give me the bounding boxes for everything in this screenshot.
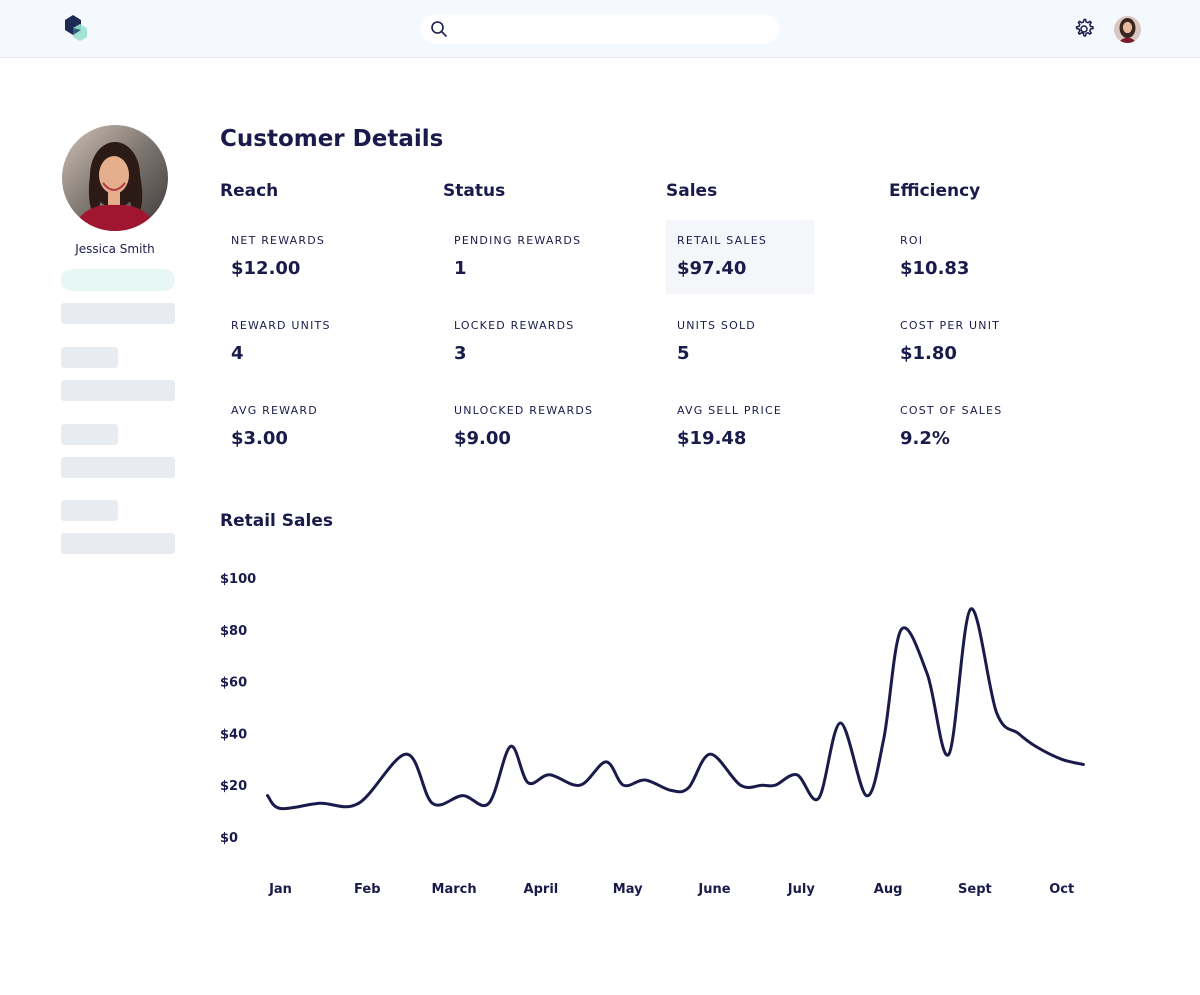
metric-label: UNLOCKED REWARDS <box>454 404 594 417</box>
skeleton-bar <box>61 424 118 445</box>
metric-label: COST OF SALES <box>900 404 1003 417</box>
metric-value: $10.83 <box>900 258 970 279</box>
y-tick-label: $100 <box>220 572 256 587</box>
column-heading-status: Status <box>443 181 506 201</box>
metric-label: REWARD UNITS <box>231 319 331 332</box>
cube-logo-icon[interactable] <box>62 15 88 43</box>
metric-value: 4 <box>231 343 244 364</box>
column-heading-efficiency: Efficiency <box>889 181 981 201</box>
metric-value: 5 <box>677 343 690 364</box>
y-tick-label: $60 <box>220 676 247 691</box>
metric-label: AVG SELL PRICE <box>677 404 783 417</box>
metric-value: 3 <box>454 343 467 364</box>
metric-label: COST PER UNIT <box>900 319 1001 332</box>
x-tick-label: Jan <box>268 882 292 897</box>
y-tick-label: $0 <box>220 831 238 846</box>
metric-label: UNITS SOLD <box>677 319 756 332</box>
metric-units-sold: UNITS SOLD 5 <box>666 305 814 379</box>
y-tick-label: $20 <box>220 779 247 794</box>
metric-value: $9.00 <box>454 428 511 449</box>
skeleton-bar <box>61 269 175 291</box>
x-tick-label: July <box>787 882 816 897</box>
metric-label: NET REWARDS <box>231 234 326 247</box>
profile-name: Jessica Smith <box>75 242 155 256</box>
metric-roi: ROI $10.83 <box>889 220 1037 294</box>
search-bar[interactable] <box>421 14 779 44</box>
column-heading-sales: Sales <box>666 181 718 201</box>
skeleton-bar <box>61 380 175 401</box>
metric-label: RETAIL SALES <box>677 234 768 247</box>
metric-value: 1 <box>454 258 467 279</box>
y-tick-label: $40 <box>220 727 247 742</box>
skeleton-bar <box>61 303 175 324</box>
metric-value: $1.80 <box>900 343 957 364</box>
metric-pending-rewards: PENDING REWARDS 1 <box>443 220 591 294</box>
search-icon <box>431 21 447 37</box>
x-tick-label: April <box>524 882 559 897</box>
profile-photo <box>62 125 168 231</box>
metric-cost-per-unit: COST PER UNIT $1.80 <box>889 305 1037 379</box>
user-avatar[interactable] <box>1114 16 1141 43</box>
x-tick-label: Sept <box>958 882 992 897</box>
gear-icon[interactable] <box>1072 17 1096 41</box>
x-tick-label: Feb <box>354 882 380 897</box>
y-tick-label: $80 <box>220 624 247 639</box>
metric-value: $3.00 <box>231 428 288 449</box>
chart-title: Retail Sales <box>220 511 333 531</box>
metric-unlocked-rewards: UNLOCKED REWARDS $9.00 <box>443 390 594 464</box>
x-tick-label: Aug <box>874 882 903 897</box>
metric-label: ROI <box>900 234 924 247</box>
x-tick-label: March <box>432 882 477 897</box>
skeleton-bar <box>61 347 118 368</box>
x-tick-label: June <box>697 882 730 897</box>
page-title: Customer Details <box>220 126 444 152</box>
metric-avg-reward: AVG REWARD $3.00 <box>220 390 368 464</box>
metric-net-rewards: NET REWARDS $12.00 <box>220 220 368 294</box>
metric-retail-sales[interactable]: RETAIL SALES $97.40 <box>666 220 814 294</box>
series-line <box>266 607 1085 811</box>
metric-value: $12.00 <box>231 258 301 279</box>
metric-value: $97.40 <box>677 258 747 279</box>
retail-sales-chart: $0 $20 $40 $60 $80 $100 Jan Feb March April May Jun… <box>220 572 1085 897</box>
x-tick-label: Oct <box>1049 882 1074 897</box>
search-input[interactable] <box>455 14 771 44</box>
skeleton-bar <box>61 500 118 521</box>
top-bar <box>0 0 1200 58</box>
metric-cost-of-sales: COST OF SALES 9.2% <box>889 390 1037 464</box>
skeleton-bar <box>61 533 175 554</box>
metric-value: 9.2% <box>900 428 950 449</box>
metric-label: AVG REWARD <box>231 404 318 417</box>
column-heading-reach: Reach <box>220 181 279 201</box>
metric-locked-rewards: LOCKED REWARDS 3 <box>443 305 591 379</box>
skeleton-bar <box>61 457 175 478</box>
metric-avg-sell-price: AVG SELL PRICE $19.48 <box>666 390 814 464</box>
x-tick-label: May <box>613 882 643 897</box>
metric-label: LOCKED REWARDS <box>454 319 575 332</box>
metric-value: $19.48 <box>677 428 747 449</box>
metric-reward-units: REWARD UNITS 4 <box>220 305 368 379</box>
metric-label: PENDING REWARDS <box>454 234 582 247</box>
